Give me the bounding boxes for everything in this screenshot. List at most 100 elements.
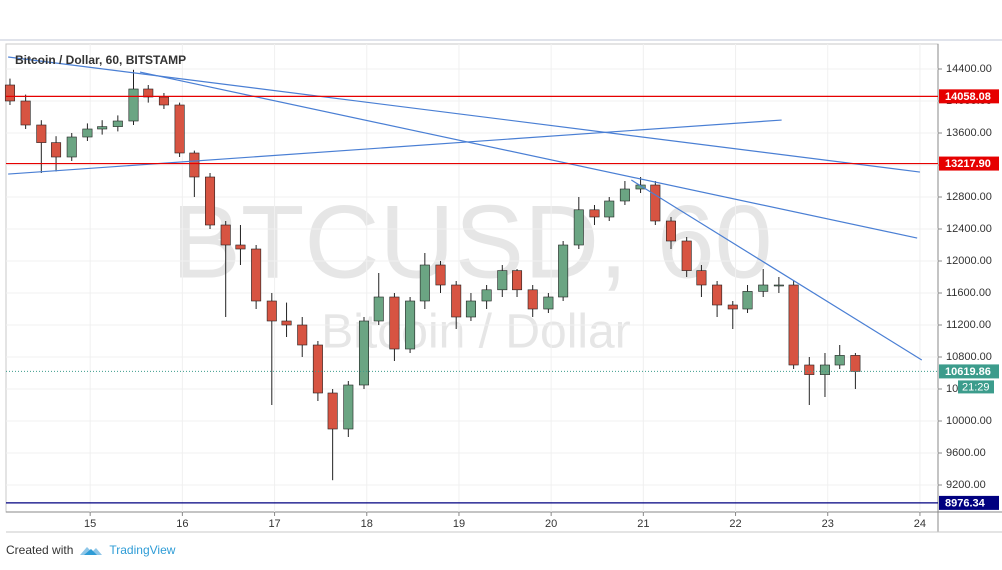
candle-body	[251, 248, 262, 302]
y-tick-label: 9600.00	[946, 447, 986, 459]
chart-title: Bitcoin / Dollar, 60, BITSTAMP	[15, 53, 186, 67]
y-tick-label: 9200.00	[946, 479, 986, 491]
candle-body	[373, 296, 384, 322]
candle-body	[481, 289, 492, 302]
candle-body	[143, 88, 154, 98]
candle-body	[712, 284, 723, 306]
y-tick-label: 13600.00	[946, 127, 992, 139]
candle-body	[742, 291, 753, 310]
price-badge-label: 13217.90	[945, 158, 991, 170]
trend-line	[8, 119, 782, 175]
y-tick-label: 10000.00	[946, 415, 992, 427]
created-with: Created with	[6, 543, 74, 557]
candle-body	[465, 300, 476, 318]
candle-body	[773, 284, 784, 287]
watermark-sub: Bitcoin / Dollar	[321, 306, 630, 359]
candle-body	[36, 124, 47, 143]
price-badge	[939, 364, 999, 379]
logo	[80, 547, 103, 555]
candle-body	[389, 296, 400, 350]
watermark: BTCUSD, 60	[171, 184, 772, 300]
y-tick-label: 10800.00	[946, 351, 992, 363]
candle-body	[189, 152, 200, 178]
candle-body	[419, 264, 430, 302]
x-tick-label: 22	[729, 518, 741, 530]
candle-body	[66, 136, 77, 158]
top-band	[0, 0, 1002, 40]
y-tick-label: 12000.00	[946, 255, 992, 267]
price-badge-label: 8976.34	[945, 497, 986, 509]
candle-body	[20, 100, 31, 126]
x-tick-label: 19	[453, 518, 465, 530]
x-tick-label: 21	[637, 518, 649, 530]
candle-body	[51, 142, 62, 158]
price-badge	[939, 156, 999, 171]
candle-body	[558, 244, 569, 298]
candle-body	[220, 224, 231, 246]
marks	[4, 44, 938, 512]
candle-body	[666, 220, 677, 242]
candle-body	[650, 184, 661, 222]
candle-body	[128, 88, 139, 122]
candle-body	[527, 289, 538, 310]
candle-body	[297, 324, 308, 346]
y-tick-label: 12400.00	[946, 223, 992, 235]
candle-body	[804, 364, 815, 375]
y-tick-label: 11200.00	[946, 319, 991, 331]
x-tick-label: 18	[361, 518, 373, 530]
x-tick-label: 20	[545, 518, 557, 530]
candle-body	[819, 364, 830, 375]
candle-body	[635, 184, 646, 190]
countdown-badge	[958, 380, 994, 394]
candle-body	[850, 355, 861, 372]
candle-body	[97, 126, 108, 130]
x-tick-label: 24	[914, 518, 926, 530]
x-tick-label: 17	[268, 518, 280, 530]
trend-line	[139, 71, 918, 239]
candle-body	[112, 120, 123, 127]
candle-body	[619, 188, 630, 202]
y-tick-label: 14400.00	[946, 63, 992, 75]
y-tick-label: 12800.00	[946, 191, 992, 203]
price-badge	[939, 495, 999, 510]
candle-body	[788, 284, 799, 366]
price-badge-label: 10619.86	[945, 366, 991, 378]
trend-line	[631, 179, 923, 361]
candle-body	[758, 284, 769, 292]
candle-body	[82, 128, 93, 138]
candle-body	[205, 176, 216, 226]
candle-body	[604, 200, 615, 218]
candle-body	[573, 209, 584, 246]
brand[interactable]: TradingView	[109, 543, 176, 557]
candle-body	[343, 384, 354, 430]
footer: Created with TradingView	[6, 543, 175, 557]
y-tick-label: 11600.00	[946, 287, 991, 299]
candle-body	[435, 264, 446, 286]
price-badge-label: 14058.08	[945, 91, 991, 103]
candle-body	[681, 240, 692, 271]
candle-body	[834, 355, 845, 366]
candle-body	[543, 296, 554, 310]
candle-body	[696, 270, 707, 286]
candle-body	[358, 320, 369, 386]
candle-body	[512, 270, 523, 291]
candle-body	[327, 392, 338, 430]
countdown: 21:29	[962, 381, 990, 393]
candle-body	[727, 304, 738, 310]
candle-body	[405, 300, 416, 350]
candle-body	[158, 96, 169, 106]
x-tick-label: 23	[822, 518, 834, 530]
price-badge	[939, 89, 999, 104]
chart: BTCUSD, 60 Bitcoin / Dollar Bitcoin / Do…	[0, 0, 1002, 533]
candle-body	[174, 104, 185, 154]
candle-body	[4, 84, 15, 102]
candle-body	[589, 209, 600, 218]
x-tick-label: 15	[84, 518, 96, 530]
candle-body	[235, 244, 246, 250]
candle-body	[312, 344, 323, 394]
candle-body	[497, 270, 508, 291]
candle-body	[281, 320, 292, 326]
candle-body	[266, 300, 277, 322]
candle-body	[451, 284, 462, 318]
